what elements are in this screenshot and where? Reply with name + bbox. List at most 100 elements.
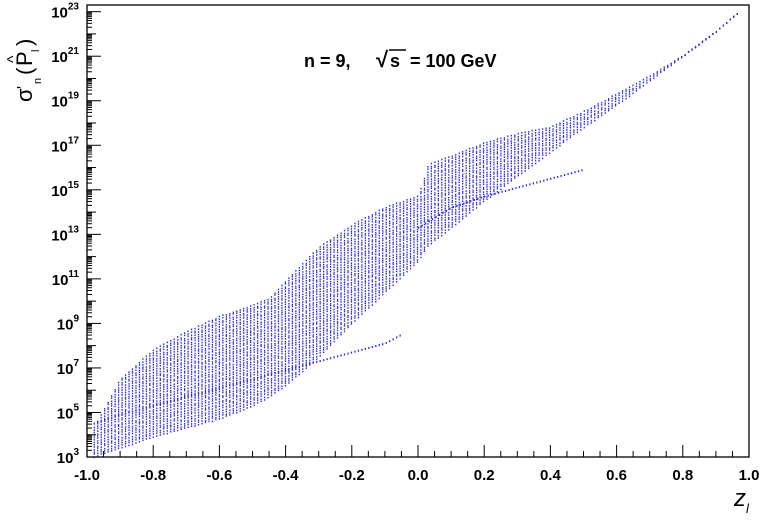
scatter-point	[378, 247, 380, 249]
scatter-point	[232, 383, 234, 386]
scatter-point	[131, 392, 134, 395]
scatter-point	[256, 305, 259, 308]
scatter-point	[204, 325, 207, 327]
scatter-point	[177, 338, 179, 341]
scatter-point	[409, 247, 412, 250]
scatter-point	[201, 405, 203, 408]
scatter-point	[347, 294, 349, 297]
scatter-point	[131, 368, 134, 370]
scatter-point	[93, 422, 95, 425]
scatter-point	[413, 209, 415, 212]
scatter-point	[267, 393, 269, 396]
scatter-point	[218, 353, 221, 355]
scatter-point	[295, 339, 297, 342]
scatter-point	[385, 288, 387, 290]
scatter-point	[291, 301, 294, 303]
scatter-point	[336, 251, 339, 254]
scatter-point	[225, 405, 227, 408]
scatter-point	[222, 401, 224, 404]
scatter-point	[100, 443, 102, 446]
scatter-point	[395, 235, 398, 237]
scatter-point	[451, 155, 453, 158]
scatter-point	[687, 50, 690, 53]
scatter-point	[312, 306, 314, 309]
scatter-point	[705, 38, 707, 40]
scatter-point	[218, 378, 221, 381]
scatter-point	[448, 201, 450, 204]
scatter-point	[486, 190, 488, 193]
scatter-point	[538, 133, 540, 136]
scatter-point	[524, 155, 526, 157]
scatter-point	[225, 385, 227, 388]
scatter-point	[465, 195, 467, 197]
scatter-point	[305, 270, 307, 272]
scatter-point	[187, 390, 189, 392]
scatter-point	[472, 184, 474, 187]
scatter-point	[660, 68, 662, 71]
scatter-point	[402, 244, 405, 247]
scatter-point	[152, 420, 155, 423]
scatter-point	[343, 234, 346, 237]
scatter-point	[514, 148, 516, 151]
scatter-point	[215, 354, 217, 357]
scatter-point	[124, 415, 127, 417]
scatter-point	[531, 164, 533, 167]
scatter-point	[604, 112, 606, 114]
scatter-point	[239, 407, 241, 410]
scatter-point	[204, 339, 207, 342]
scatter-point	[736, 13, 738, 15]
scatter-point	[427, 232, 429, 235]
scatter-point	[378, 240, 380, 243]
scatter-point	[507, 153, 509, 155]
scatter-point	[444, 214, 446, 216]
scatter-point	[211, 349, 214, 351]
scatter-point	[326, 283, 328, 286]
scatter-point	[475, 170, 478, 172]
scatter-point	[323, 302, 325, 305]
scatter-point	[229, 387, 231, 389]
scatter-point	[496, 144, 499, 146]
scatter-point	[340, 301, 342, 303]
scatter-point	[124, 403, 127, 405]
scatter-point	[479, 153, 481, 156]
scatter-point	[368, 275, 370, 277]
scatter-point	[378, 232, 380, 234]
scatter-point	[465, 181, 467, 184]
scatter-point	[406, 211, 408, 214]
scatter-point	[444, 163, 446, 165]
scatter-point	[267, 364, 269, 367]
scatter-point	[204, 327, 207, 329]
scatter-point	[319, 290, 321, 293]
scatter-point	[218, 358, 221, 361]
scatter-point	[201, 354, 203, 357]
scatter-point	[448, 161, 450, 163]
scatter-point	[389, 260, 391, 262]
scatter-point	[395, 230, 398, 233]
scatter-point	[274, 340, 276, 342]
scatter-point	[493, 158, 495, 161]
scatter-point	[441, 176, 443, 179]
scatter-point	[180, 391, 182, 394]
scatter-point	[500, 145, 502, 148]
scatter-point	[347, 275, 349, 277]
scatter-point	[486, 166, 488, 169]
scatter-point	[364, 284, 367, 287]
scatter-point	[239, 338, 241, 340]
scatter-point	[302, 310, 304, 312]
scatter-point	[524, 131, 526, 134]
scatter-point	[378, 214, 380, 217]
scatter-point	[263, 334, 266, 337]
scatter-point	[149, 384, 151, 387]
scatter-point	[489, 148, 492, 151]
scatter-point	[173, 414, 175, 417]
scatter-point	[187, 399, 189, 402]
scatter-point	[566, 138, 568, 141]
scatter-point	[284, 287, 287, 290]
scatter-point	[152, 349, 155, 352]
scatter-point	[486, 161, 488, 163]
scatter-point	[371, 253, 373, 255]
scatter-point	[427, 230, 429, 232]
scatter-point	[239, 370, 241, 372]
scatter-point	[465, 200, 467, 202]
scatter-point	[475, 194, 478, 197]
